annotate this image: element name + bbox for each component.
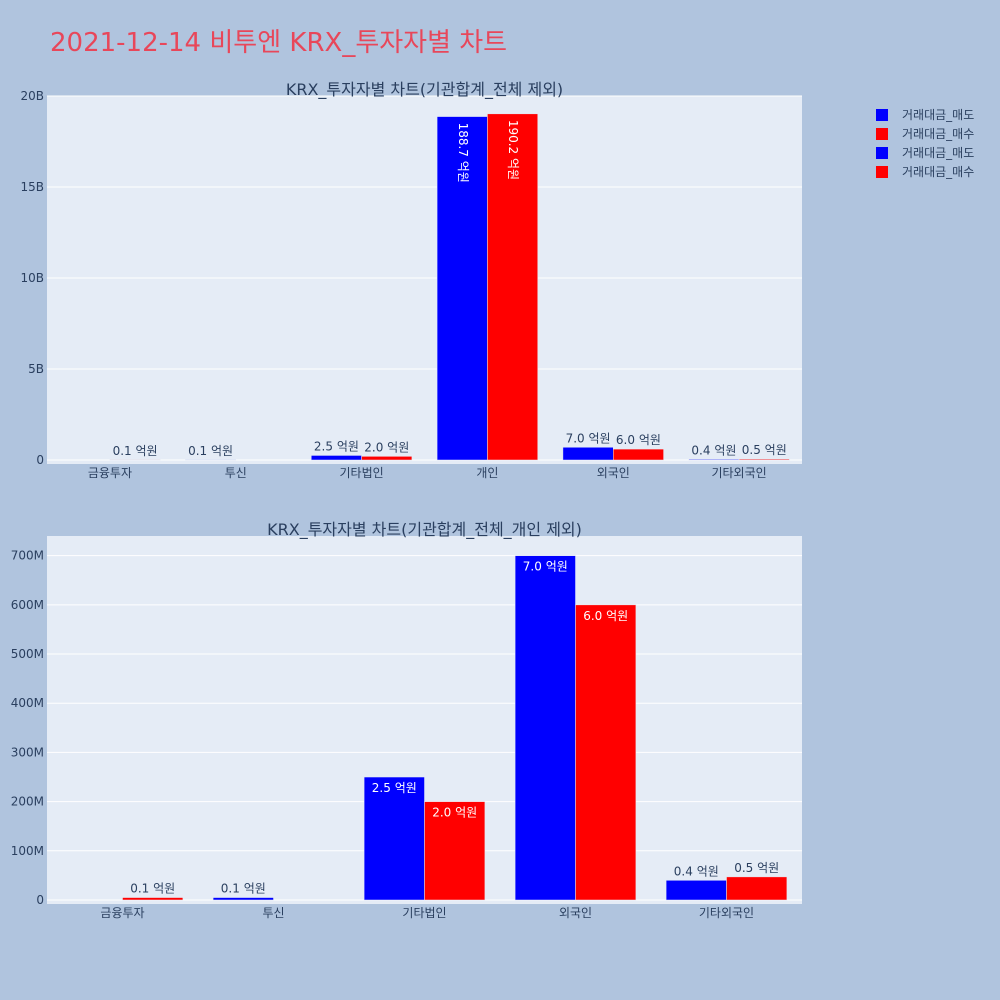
chart-title-2: KRX_투자자별 차트(기관합계_전체_개인 제외): [267, 520, 582, 540]
bar-buy: [613, 448, 664, 461]
x-tick-label: 외국인: [597, 466, 630, 480]
data-label: 2.0 억원: [432, 806, 477, 820]
bar-buy: [738, 458, 790, 461]
x-tick-label: 기타외국인: [711, 466, 766, 480]
y-tick-label: 10B: [20, 271, 44, 285]
data-label: 188.7 억원: [456, 123, 470, 183]
data-label: 2.0 억원: [364, 440, 409, 454]
data-label: 7.0 억원: [566, 431, 611, 445]
chart-title-1: KRX_투자자별 차트(기관합계_전체 제외): [286, 80, 563, 100]
x-tick-label: 기타법인: [339, 466, 383, 480]
bar-buy: [726, 876, 788, 901]
bar-buy: [361, 456, 413, 461]
data-label: 2.5 억원: [314, 439, 359, 453]
legend-label: 거래대금_매수: [902, 127, 974, 141]
y-tick-label: 500M: [11, 647, 44, 661]
bar-buy: [487, 113, 538, 461]
x-tick-label: 기타외국인: [699, 906, 754, 920]
data-label: 0.5 억원: [734, 861, 779, 875]
x-tick-label: 금융투자: [88, 466, 132, 480]
bar-sell: [363, 776, 425, 901]
legend-label: 거래대금_매수: [902, 165, 974, 179]
bar-sell: [665, 880, 727, 901]
bar-buy: [575, 604, 637, 901]
bar-buy: [424, 801, 486, 901]
y-tick-label: 300M: [11, 745, 44, 759]
data-label: 0.1 억원: [130, 882, 175, 896]
y-tick-label: 20B: [20, 89, 44, 103]
legend-swatch: [876, 109, 888, 121]
y-tick-label: 0: [36, 453, 44, 467]
plot-area-1: [47, 96, 802, 464]
data-label: 190.2 억원: [506, 120, 520, 180]
data-label: 0.1 억원: [113, 444, 158, 458]
x-tick-label: 금융투자: [100, 906, 144, 920]
y-tick-label: 0: [36, 893, 44, 907]
x-tick-label: 개인: [476, 466, 498, 480]
data-label: 2.5 억원: [372, 781, 417, 795]
y-tick-label: 100M: [11, 844, 44, 858]
y-tick-label: 700M: [11, 549, 44, 563]
bar-sell: [311, 455, 362, 461]
bar-sell: [562, 447, 614, 461]
x-tick-label: 투신: [262, 906, 284, 920]
bar-sell: [514, 555, 576, 901]
data-label: 7.0 억원: [523, 560, 568, 574]
bar-sell: [688, 459, 740, 461]
x-tick-label: 외국인: [559, 906, 592, 920]
legend-label: 거래대금_매도: [902, 108, 974, 122]
bar-sell: [436, 116, 488, 461]
bar-buy: [122, 897, 184, 901]
y-tick-label: 600M: [11, 598, 44, 612]
y-tick-label: 5B: [28, 362, 44, 376]
legend-swatch: [876, 128, 888, 140]
data-label: 0.1 억원: [188, 444, 233, 458]
data-label: 0.4 억원: [691, 443, 736, 457]
data-label: 0.4 억원: [674, 864, 719, 878]
page-title: 2021-12-14 비투엔 KRX_투자자별 차트: [50, 28, 508, 58]
x-tick-label: 기타법인: [402, 906, 446, 920]
legend-swatch: [876, 147, 888, 159]
y-tick-label: 200M: [11, 795, 44, 809]
legend-label: 거래대금_매도: [902, 146, 974, 160]
legend-swatch: [876, 166, 888, 178]
y-tick-label: 15B: [20, 180, 44, 194]
data-label: 6.0 억원: [616, 433, 661, 447]
data-label: 0.1 억원: [221, 882, 266, 896]
data-label: 0.5 억원: [742, 443, 787, 457]
bar-sell: [212, 897, 274, 901]
x-tick-label: 투신: [225, 466, 247, 480]
y-tick-label: 400M: [11, 696, 44, 710]
data-label: 6.0 억원: [583, 609, 628, 623]
